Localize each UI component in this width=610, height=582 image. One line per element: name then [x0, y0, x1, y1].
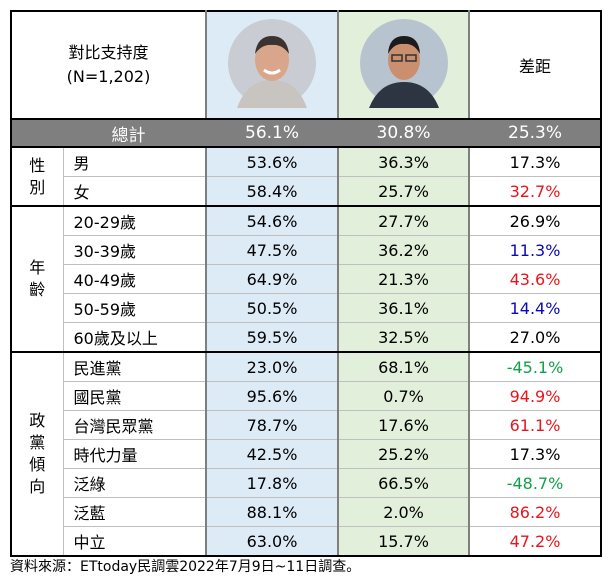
total-value: 30.8%	[337, 119, 471, 148]
support-value: 17.6%	[337, 410, 471, 440]
support-value: 58.4%	[205, 176, 339, 207]
row-label: 30-39歲	[63, 235, 207, 265]
data-row: 40-49歲 64.9% 21.3% 43.6%	[11, 264, 602, 294]
diff-value: -48.7%	[469, 468, 602, 498]
support-value: 15.7%	[337, 526, 471, 557]
data-row: 台灣民眾黨 78.7% 17.6% 61.1%	[11, 410, 602, 440]
total-row: 總計 56.1% 30.8% 25.3%	[11, 119, 602, 148]
data-row: 政黨傾向 民進黨 23.0% 68.1% -45.1%	[11, 352, 602, 557]
support-value: 25.2%	[337, 439, 471, 469]
header-diff: 差距	[469, 11, 602, 120]
diff-value: -45.1%	[469, 352, 602, 382]
header-row: 對比支持度 (N=1,202)	[11, 11, 602, 120]
data-row: 中立 63.0% 15.7% 47.2%	[11, 526, 602, 557]
support-value: 36.3%	[337, 147, 471, 177]
data-row: 泛綠 17.8% 66.5% -48.7%	[11, 468, 602, 498]
row-label: 中立	[63, 526, 207, 557]
data-row: 年齡 20-29歲 54.6% 27.7% 26.9%	[11, 206, 602, 353]
group-cell: 性別	[11, 147, 64, 207]
diff-value: 32.7%	[469, 176, 602, 207]
support-value: 32.5%	[337, 322, 471, 353]
row-label: 男	[63, 147, 207, 177]
photo-cell	[337, 11, 471, 120]
row-label: 民進黨	[63, 352, 207, 382]
row-label: 泛藍	[63, 497, 207, 527]
support-value: 95.6%	[205, 381, 339, 411]
photo-cell	[205, 11, 339, 120]
row-label: 40-49歲	[63, 264, 207, 294]
group-cell: 年齡	[11, 206, 64, 353]
data-row: 女 58.4% 25.7% 32.7%	[11, 176, 602, 207]
data-row: 性別男 53.6% 36.3% 17.3%	[11, 147, 602, 207]
group-name: 性別	[29, 155, 46, 197]
support-value: 54.6%	[205, 206, 339, 236]
diff-value: 26.9%	[469, 206, 602, 236]
total-value: 25.3%	[469, 119, 602, 148]
support-value: 68.1%	[337, 352, 471, 382]
data-row: 泛藍 88.1% 2.0% 86.2%	[11, 497, 602, 527]
row-label: 泛綠	[63, 468, 207, 498]
diff-value: 43.6%	[469, 264, 602, 294]
table-body: 對比支持度 (N=1,202)	[11, 11, 602, 557]
support-value: 21.3%	[337, 264, 471, 294]
diff-value: 17.3%	[469, 147, 602, 177]
support-value: 17.8%	[205, 468, 339, 498]
row-label: 時代力量	[63, 439, 207, 469]
support-value: 23.0%	[205, 352, 339, 382]
group-name: 年齡	[29, 258, 46, 299]
row-label: 20-29歲	[63, 206, 207, 236]
support-value: 88.1%	[205, 497, 339, 527]
support-value: 78.7%	[205, 410, 339, 440]
support-value: 66.5%	[337, 468, 471, 498]
row-label: 女	[63, 176, 207, 207]
support-value: 25.7%	[337, 176, 471, 207]
total-value: 56.1%	[205, 119, 339, 148]
group-cell: 政黨傾向	[11, 352, 64, 557]
diff-value: 17.3%	[469, 439, 602, 469]
data-row: 60歲及以上 59.5% 32.5% 27.0%	[11, 322, 602, 353]
row-label: 台灣民眾黨	[63, 410, 207, 440]
header-title-cell: 對比支持度 (N=1,202)	[11, 11, 207, 120]
diff-value: 14.4%	[469, 293, 602, 323]
support-value: 53.6%	[205, 147, 339, 177]
candidate-photo	[359, 19, 448, 108]
row-label: 國民黨	[63, 381, 207, 411]
support-value: 36.2%	[337, 235, 471, 265]
diff-value: 47.2%	[469, 526, 602, 557]
group-name: 政黨傾向	[29, 411, 46, 496]
support-value: 63.0%	[205, 526, 339, 557]
diff-value: 27.0%	[469, 322, 602, 353]
data-row: 30-39歲 47.5% 36.2% 11.3%	[11, 235, 602, 265]
source-note: 資料來源：ETtoday民調雲2022年7月9日~11日調查。	[10, 559, 361, 575]
total-label: 總計	[11, 119, 207, 148]
row-label: 60歲及以上	[63, 322, 207, 353]
support-value: 50.5%	[205, 293, 339, 323]
diff-value: 86.2%	[469, 497, 602, 527]
data-row: 國民黨 95.6% 0.7% 94.9%	[11, 381, 602, 411]
header-title: 對比支持度	[68, 43, 149, 62]
diff-value: 94.9%	[469, 381, 602, 411]
support-value: 59.5%	[205, 322, 339, 353]
support-value: 42.5%	[205, 439, 339, 469]
header-sample: (N=1,202)	[66, 67, 151, 86]
support-value: 27.7%	[337, 206, 471, 236]
support-value: 36.1%	[337, 293, 471, 323]
data-row: 時代力量 42.5% 25.2% 17.3%	[11, 439, 602, 469]
support-value: 47.5%	[205, 235, 339, 265]
candidate-photo	[228, 19, 317, 108]
support-value: 64.9%	[205, 264, 339, 294]
support-value: 2.0%	[337, 497, 471, 527]
data-row: 50-59歲 50.5% 36.1% 14.4%	[11, 293, 602, 323]
diff-value: 61.1%	[469, 410, 602, 440]
row-label: 50-59歲	[63, 293, 207, 323]
poll-table: 對比支持度 (N=1,202)	[10, 10, 603, 557]
diff-value: 11.3%	[469, 235, 602, 265]
support-value: 0.7%	[337, 381, 471, 411]
